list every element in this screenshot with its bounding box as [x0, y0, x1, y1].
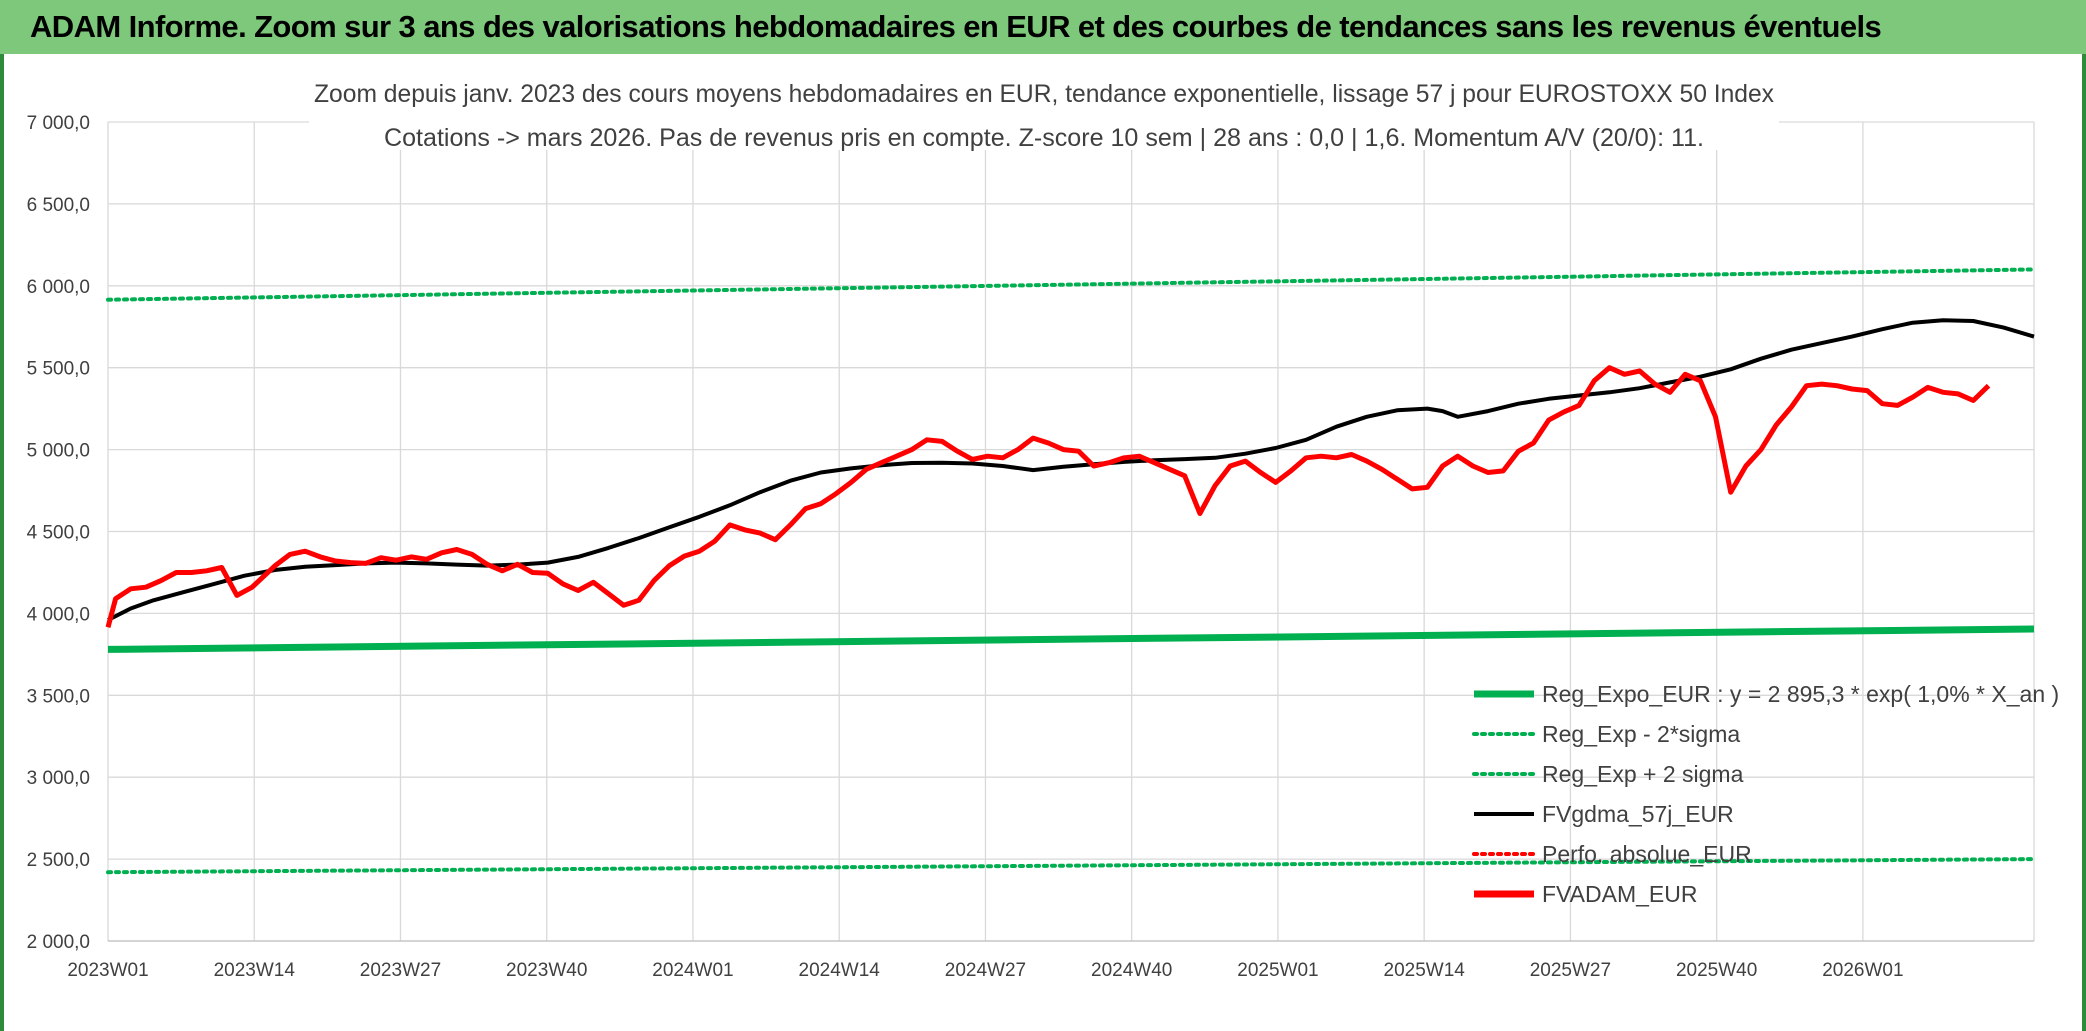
trend-band-line — [106, 857, 2036, 875]
x-tick-label: 2023W40 — [506, 960, 587, 981]
y-tick-label: 5 000,0 — [27, 441, 90, 462]
x-tick-label: 2025W40 — [1676, 960, 1757, 981]
moving-average-line — [107, 318, 2035, 622]
y-tick-label: 2 500,0 — [27, 850, 90, 871]
x-tick-label: 2024W40 — [1091, 960, 1172, 981]
legend-label: FVgdma_57j_EUR — [1542, 801, 1734, 827]
y-tick-label: 6 500,0 — [27, 195, 90, 216]
x-tick-label: 2023W14 — [214, 960, 296, 981]
legend-label: Perfo. absolue_EUR — [1542, 841, 1752, 867]
regression-line — [107, 625, 2035, 653]
legend-label: Reg_Expo_EUR : y = 2 895,3 * exp( 1,0% *… — [1542, 681, 2059, 707]
x-tick-label: 2024W01 — [652, 960, 733, 981]
line-chart: 2 000,0 2 500,0 3 000,0 3 500,0 4 000,0 4 500… — [4, 54, 2082, 1031]
y-tick-label: 3 500,0 — [27, 686, 90, 707]
chart-title: Zoom depuis janv. 2023 des cours moyens … — [314, 80, 1774, 108]
price-line — [105, 365, 1991, 628]
chart-subtitle: Cotations -> mars 2026. Pas de revenus p… — [384, 124, 1704, 152]
trend-band-line — [106, 267, 2036, 302]
x-tick-label: 2024W27 — [945, 960, 1026, 981]
chart-background — [4, 54, 2082, 1031]
legend-label: Reg_Exp + 2 sigma — [1542, 761, 1744, 787]
y-tick-label: 2 000,0 — [27, 932, 90, 953]
x-tick-label: 2023W27 — [360, 960, 441, 981]
y-tick-label: 4 000,0 — [27, 604, 90, 625]
chart-frame: 2 000,0 2 500,0 3 000,0 3 500,0 4 000,0 4 500… — [0, 54, 2086, 1031]
x-tick-label: 2025W14 — [1384, 960, 1466, 981]
x-tick-label: 2025W01 — [1237, 960, 1318, 981]
legend-label: FVADAM_EUR — [1542, 881, 1698, 907]
title-background — [309, 64, 1779, 150]
y-tick-label: 7 000,0 — [27, 113, 90, 134]
y-tick-label: 3 000,0 — [27, 768, 90, 789]
x-tick-label: 2025W27 — [1530, 960, 1611, 981]
x-tick-label: 2026W01 — [1822, 960, 1903, 981]
y-tick-label: 6 000,0 — [27, 277, 90, 298]
y-tick-label: 5 500,0 — [27, 359, 90, 380]
x-tick-label: 2024W14 — [799, 960, 881, 981]
report-title: ADAM Informe. Zoom sur 3 ans des valoris… — [30, 9, 1882, 44]
y-tick-label: 4 500,0 — [27, 523, 90, 544]
report-banner: ADAM Informe. Zoom sur 3 ans des valoris… — [0, 0, 2086, 54]
legend-label: Reg_Exp - 2*sigma — [1542, 721, 1740, 747]
x-tick-label: 2023W01 — [67, 960, 148, 981]
